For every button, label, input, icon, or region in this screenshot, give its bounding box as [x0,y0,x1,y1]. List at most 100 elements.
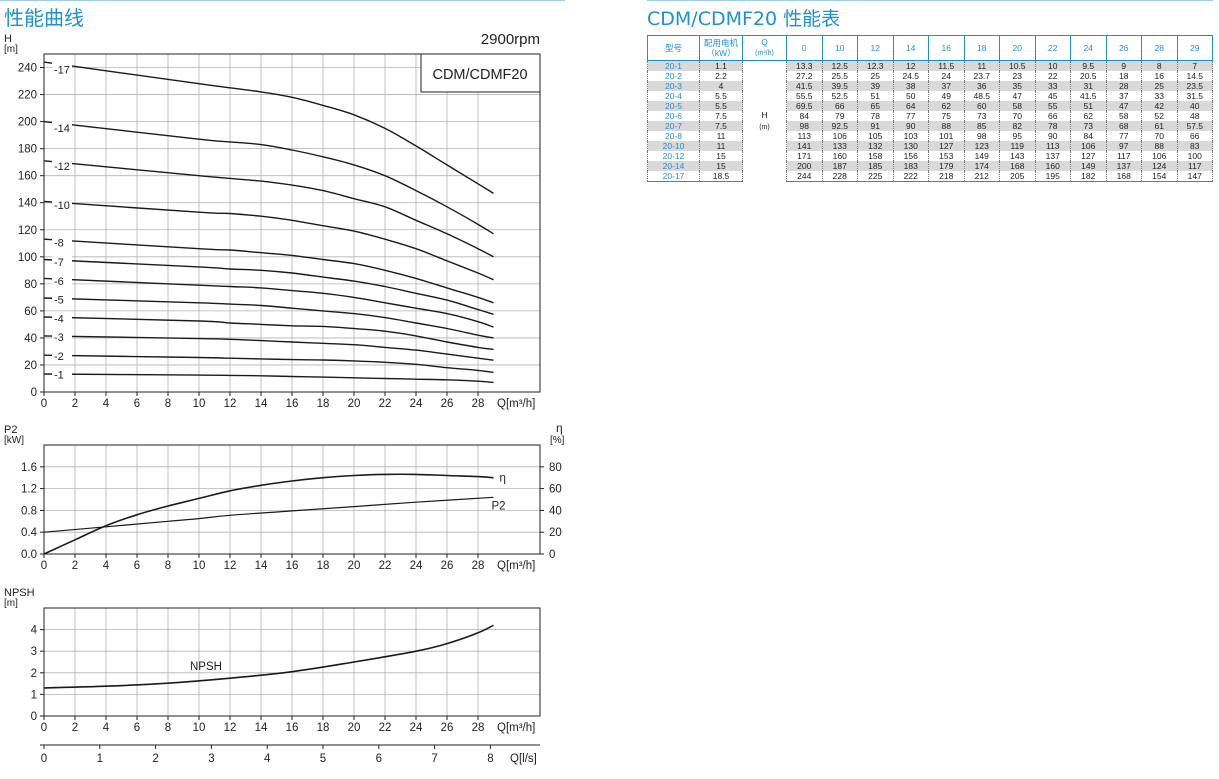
value-cell: 91 [857,121,894,131]
value-cell: 84 [1070,131,1107,141]
y2-tick-label: 20 [549,527,562,539]
y-tick-label: 2 [31,668,37,680]
x-axis-label: Q[m³/h] [497,560,535,572]
value-cell: 218 [928,171,965,182]
x-tick-label: 14 [255,398,268,410]
x-tick-label: 28 [472,722,485,734]
value-cell: 64 [892,101,929,111]
y-tick-label: 100 [18,252,37,264]
value-cell: 88 [1141,141,1178,151]
value-cell: 39.5 [821,81,858,91]
curve-label-bg [52,292,72,306]
x-tick-label: 2 [72,560,78,572]
value-cell: 244 [786,171,823,182]
plot-frame [43,444,541,555]
model-cell: 20-6 [647,111,700,121]
header-flow-value: 10 [821,35,858,61]
x-tick-label: 22 [379,398,392,410]
header-flow: Q (m³/h) [742,35,787,61]
value-cell: 36 [963,81,1000,91]
value-cell: 212 [963,171,1000,182]
value-cell: 22 [1034,71,1071,81]
head-curve-stage3 [43,335,494,361]
secondary-x-tick-label: 5 [320,753,326,765]
y-tick-label: 220 [18,90,37,102]
value-cell: 58 [999,101,1036,111]
header-flow-value: 18 [963,35,1000,61]
title-rule-right [647,0,1213,1]
value-cell: 83 [1176,141,1213,151]
value-cell: 14.5 [1176,71,1213,81]
npsh-curve [43,624,494,689]
header-flow-value: 24 [1070,35,1107,61]
value-cell: 66 [1034,111,1071,121]
y-tick-label: 140 [18,198,37,210]
value-cell: 168 [1105,171,1142,182]
value-cell: 45 [1034,91,1071,101]
secondary-x-tick-label: 3 [208,753,214,765]
y-tick-label: 20 [24,360,37,372]
table-row: 20-8 11 113 106 105 103 101 98 95 90 84 77 70 66 [647,131,1213,141]
value-cell: 106 [821,131,858,141]
table-row: 20-3 4 41.5 39.5 39 38 37 36 35 33 31 28 25 23.5 [647,81,1213,91]
curve-label: -4 [54,313,64,325]
head-curve-stage17 [43,61,494,194]
x-tick-label: 18 [317,722,330,734]
x-tick-label: 2 [72,398,78,410]
value-cell: 11 [963,60,1000,71]
value-cell: 48 [1176,111,1213,121]
value-cell: 38 [892,81,929,91]
head-curve-stage4 [43,316,494,351]
table-row: 20-7 7.5 98 92.5 91 90 88 85 82 78 73 68 61 57.5 [647,121,1213,131]
efficiency-label: η [500,473,506,485]
value-cell: 13.3 [786,60,823,71]
value-cell: 123 [963,141,1000,151]
value-cell: 90 [1034,131,1071,141]
x-tick-label: 18 [317,398,330,410]
header-flow-value: 12 [857,35,894,61]
curve-label: -1 [54,369,64,381]
value-cell: 7 [1176,60,1213,71]
x-tick-label: 8 [165,398,171,410]
curve-label-bg [52,255,72,269]
table-row: 20-12 15 171 160 158 156 153 149 143 137 127 117 106… [647,151,1213,161]
y-tick-label: 120 [18,225,37,237]
y-tick-label: 4 [31,625,38,637]
value-cell: 12.3 [857,60,894,71]
value-cell: 25.5 [821,71,858,81]
value-cell: 88 [928,121,965,131]
value-cell: 51 [857,91,894,101]
value-cell: 137 [1034,151,1071,161]
value-cell: 98 [963,131,1000,141]
value-cell: 149 [963,151,1000,161]
y-tick-label: 200 [18,117,37,129]
value-cell: 25 [857,71,894,81]
table-row: 20-2 2.2 27.2 25.5 25 24.5 24 23.7 23 22 20.5 18 16 1… [647,71,1213,81]
value-cell: 106 [1141,151,1178,161]
value-cell: 156 [892,151,929,161]
head-curve-stage6 [43,277,494,328]
model-cell: 20-10 [647,141,700,151]
head-label-cell: H (m) [742,60,787,182]
value-cell: 153 [928,151,965,161]
curve-label-bg [52,329,72,343]
x-tick-label: 12 [224,398,237,410]
head-curve-stage12 [43,160,494,258]
value-cell: 95 [999,131,1036,141]
secondary-x-tick-label: 8 [487,753,493,765]
chart-title: 2900rpm [481,31,540,48]
head-curve-stage10 [43,200,494,281]
value-cell: 57.5 [1176,121,1213,131]
head-curve-stage5 [43,297,494,339]
value-cell: 73 [1070,121,1107,131]
value-cell: 40 [1176,101,1213,111]
value-cell: 12 [892,60,929,71]
x-tick-label: 10 [193,722,206,734]
y-axis-unit: [m] [4,44,18,55]
model-cell: 20-4 [647,91,700,101]
curve-label: -14 [54,123,70,135]
x-tick-label: 4 [103,398,110,410]
value-cell: 33 [1141,91,1178,101]
value-cell: 79 [821,111,858,121]
value-cell: 143 [999,151,1036,161]
